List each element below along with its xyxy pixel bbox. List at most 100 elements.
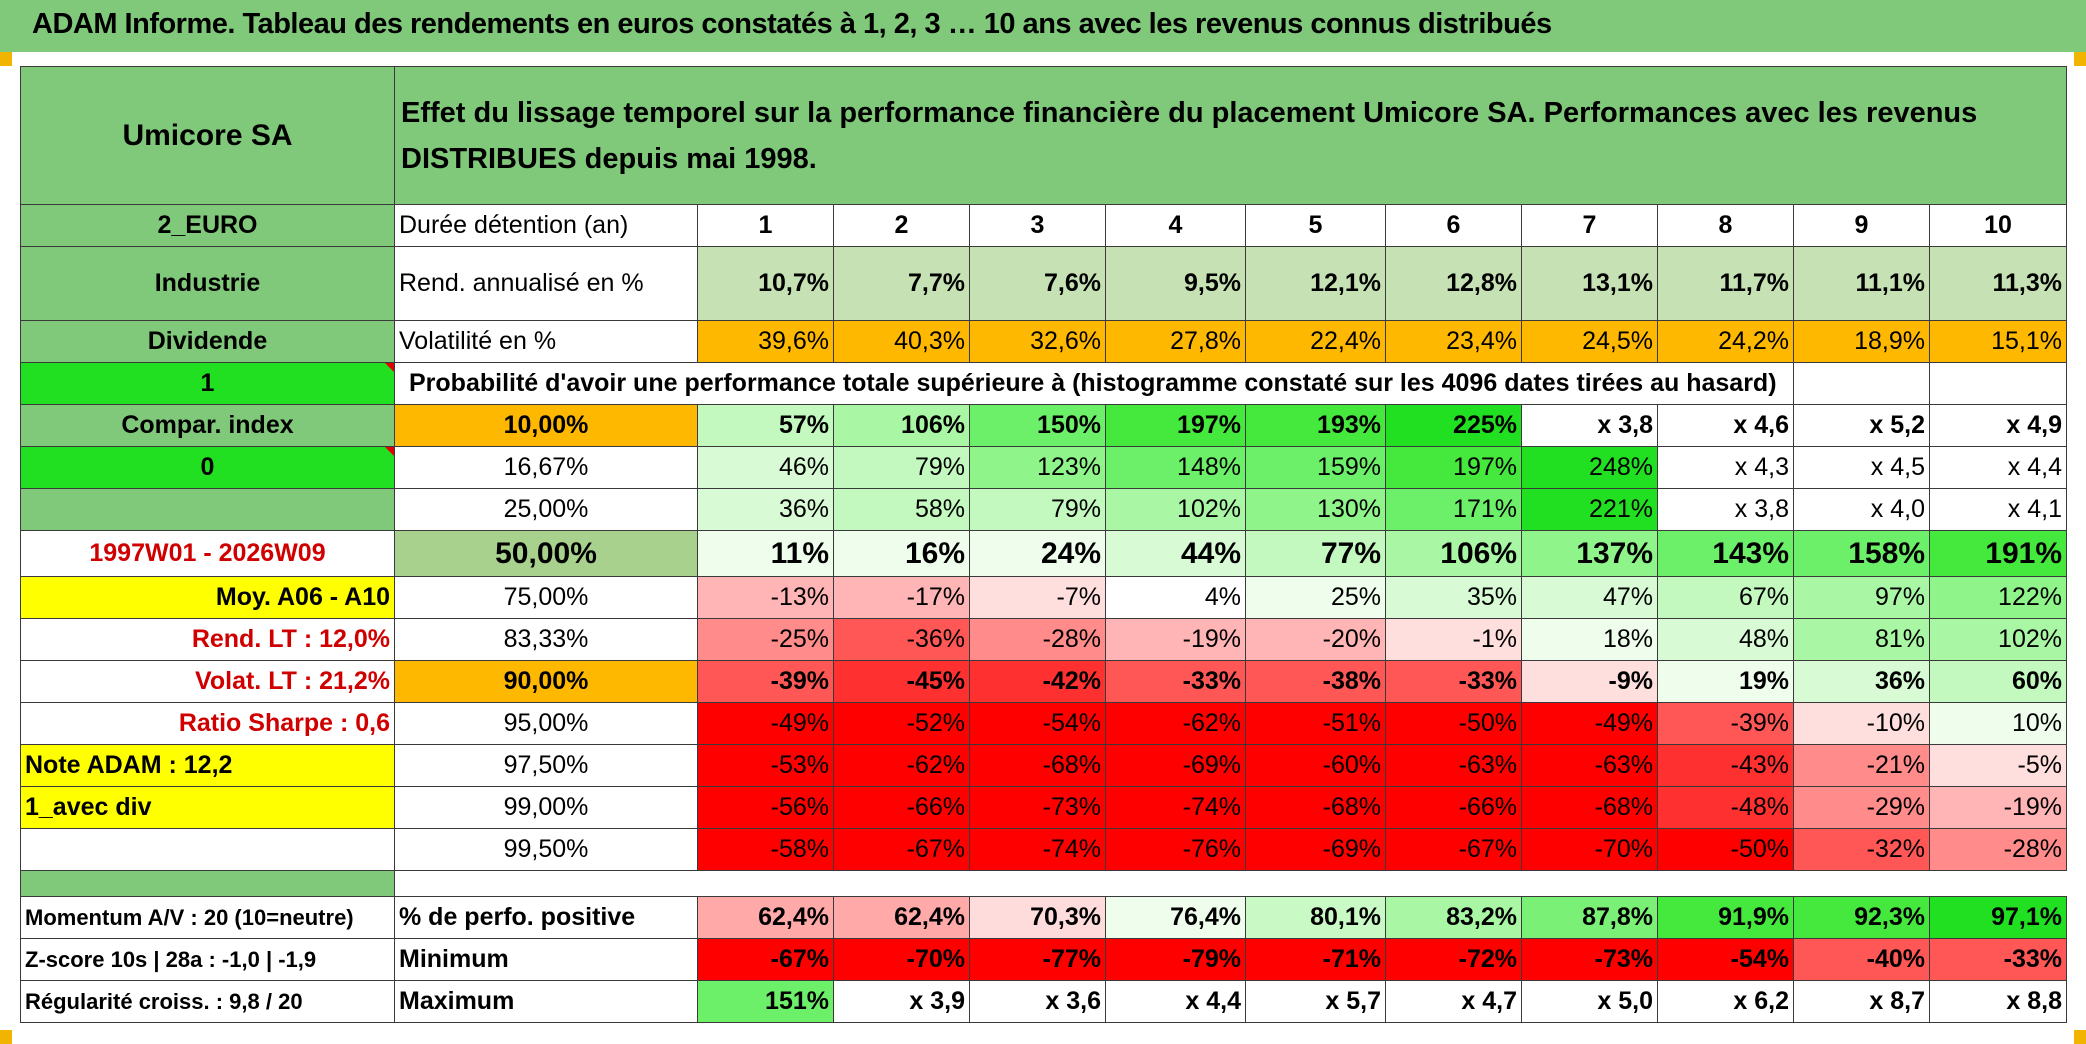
probability-threshold: 90,00% xyxy=(394,660,698,703)
maximum-cell: x 3,9 xyxy=(833,980,970,1023)
prob-value-cell: -54% xyxy=(969,702,1106,745)
prob-value-cell: -33% xyxy=(1385,660,1522,703)
prob-row: Ratio Sharpe : 0,6 95,00% -49% -52% -54% -62… xyxy=(20,702,2067,745)
flag-0: 0 xyxy=(20,446,395,489)
flag-1: 1 xyxy=(20,362,395,405)
prob-value-cell: 77% xyxy=(1245,530,1386,577)
vol-cell: 24,5% xyxy=(1521,320,1658,363)
prob-value-cell: -53% xyxy=(697,744,834,787)
prob-value-cell: -58% xyxy=(697,828,834,871)
sector-label: Industrie xyxy=(20,246,395,321)
prob-value-cell: -56% xyxy=(697,786,834,829)
prob-value-cell: x 4,6 xyxy=(1657,404,1794,447)
note-adam: Note ADAM : 12,2 xyxy=(20,744,395,787)
prob-value-cell: 197% xyxy=(1105,404,1246,447)
minimum-cell: -70% xyxy=(833,938,970,981)
prob-value-cell: x 5,2 xyxy=(1793,404,1930,447)
prob-value-cell: -68% xyxy=(969,744,1106,787)
rend-cell: 7,7% xyxy=(833,246,970,321)
prob-row: Volat. LT : 21,2% 90,00% -39% -45% -42% -33%… xyxy=(20,660,2067,703)
prob-value-cell: 67% xyxy=(1657,576,1794,619)
probability-threshold: 16,67% xyxy=(394,446,698,489)
prob-value-cell: 18% xyxy=(1521,618,1658,661)
prob-value-cell: 137% xyxy=(1521,530,1658,577)
spacer xyxy=(395,871,2067,897)
prob-value-cell: -19% xyxy=(1105,618,1246,661)
rend-cell: 11,1% xyxy=(1793,246,1930,321)
prob-value-cell: -66% xyxy=(1385,786,1522,829)
prob-value-cell: -67% xyxy=(1385,828,1522,871)
rend-label: Rend. annualisé en % xyxy=(394,246,698,321)
prob-value-cell: x 4,4 xyxy=(1929,446,2067,489)
prob-row: Rend. LT : 12,0% 83,33% -25% -36% -28% -19% -… xyxy=(20,618,2067,661)
proba-header-row: 1 Probabilité d'avoir une performance to… xyxy=(20,362,2067,405)
minimum-cell: -79% xyxy=(1105,938,1246,981)
prob-value-cell: 248% xyxy=(1521,446,1658,489)
title-banner: ADAM Informe. Tableau des rendements en … xyxy=(0,0,2086,52)
perfo_pos-cell: 62,4% xyxy=(833,896,970,939)
sharpe-label: Ratio Sharpe : 0,6 xyxy=(20,702,395,745)
asset-name: Umicore SA xyxy=(20,66,395,205)
prob-value-cell: -42% xyxy=(969,660,1106,703)
prob-value-cell: -50% xyxy=(1385,702,1522,745)
prob-value-cell: -52% xyxy=(833,702,970,745)
prob-value-cell: x 3,8 xyxy=(1657,488,1794,531)
compar-index-label: Compar. index xyxy=(20,404,395,447)
minimum-cell: -40% xyxy=(1793,938,1930,981)
prob-value-cell: 158% xyxy=(1793,530,1930,577)
prob-value-cell: -67% xyxy=(833,828,970,871)
prob-value-cell: -39% xyxy=(1657,702,1794,745)
prob-value-cell: -50% xyxy=(1657,828,1794,871)
prob-value-cell: 197% xyxy=(1385,446,1522,489)
prob-value-cell: 10% xyxy=(1929,702,2067,745)
prob-value-cell: -28% xyxy=(969,618,1106,661)
prob-value-cell: 19% xyxy=(1657,660,1794,703)
prob-value-cell: -21% xyxy=(1793,744,1930,787)
empty-side-cell xyxy=(20,828,395,871)
minimum-cell: -71% xyxy=(1245,938,1386,981)
prob-row: 99,50% -58% -67% -74% -76% -69% -67% -70% -50% -3… xyxy=(20,828,2067,871)
prob-value-cell: -51% xyxy=(1245,702,1386,745)
edge-marker-bottom-right xyxy=(2074,1030,2086,1044)
prob-value-cell: 150% xyxy=(969,404,1106,447)
perfo_pos-cell: 91,9% xyxy=(1657,896,1794,939)
prob-value-cell: -36% xyxy=(833,618,970,661)
probability-threshold: 50,00% xyxy=(394,530,698,577)
perfo_pos-cell: 62,4% xyxy=(697,896,834,939)
prob-value-cell: -68% xyxy=(1521,786,1658,829)
prob-value-cell: -69% xyxy=(1105,744,1246,787)
prob-value-cell: -19% xyxy=(1929,786,2067,829)
minimum-cell: -73% xyxy=(1521,938,1658,981)
rend-cell: 11,7% xyxy=(1657,246,1794,321)
prob-value-cell: 25% xyxy=(1245,576,1386,619)
year-header: 5 xyxy=(1245,204,1386,247)
prob-value-cell: x 4,5 xyxy=(1793,446,1930,489)
prob-value-cell: 79% xyxy=(969,488,1106,531)
prob-value-cell: -17% xyxy=(833,576,970,619)
prob-value-cell: -63% xyxy=(1521,744,1658,787)
prob-value-cell: 35% xyxy=(1385,576,1522,619)
prob-value-cell: -39% xyxy=(697,660,834,703)
prob-value-cell: x 4,0 xyxy=(1793,488,1930,531)
prob-value-cell: 221% xyxy=(1521,488,1658,531)
rend-cell: 7,6% xyxy=(969,246,1106,321)
prob-value-cell: x 4,1 xyxy=(1929,488,2067,531)
prob-value-cell: -38% xyxy=(1245,660,1386,703)
prob-row-median: 1997W01 - 2026W09 50,00% 11% 16% 24% 44% 77% 1… xyxy=(20,530,2067,577)
prob-value-cell: 106% xyxy=(1385,530,1522,577)
prob-value-cell: 102% xyxy=(1929,618,2067,661)
prob-value-cell: 123% xyxy=(969,446,1106,489)
probability-threshold: 99,50% xyxy=(394,828,698,871)
prob-value-cell: -43% xyxy=(1657,744,1794,787)
vol-cell: 18,9% xyxy=(1793,320,1930,363)
perfo_pos-cell: 76,4% xyxy=(1105,896,1246,939)
prob-value-cell: -1% xyxy=(1385,618,1522,661)
prob-value-cell: -49% xyxy=(1521,702,1658,745)
year-header: 7 xyxy=(1521,204,1658,247)
prob-row: Compar. index 10,00% 57% 106% 150% 197% 193% 2… xyxy=(20,404,2067,447)
regularite-label: Régularité croiss. : 9,8 / 20 xyxy=(20,980,395,1023)
prob-value-cell: -63% xyxy=(1385,744,1522,787)
prob-value-cell: 148% xyxy=(1105,446,1246,489)
prob-row: Moy. A06 - A10 75,00% -13% -17% -7% 4% 25% 35%… xyxy=(20,576,2067,619)
perfo_pos-cell: 70,3% xyxy=(969,896,1106,939)
